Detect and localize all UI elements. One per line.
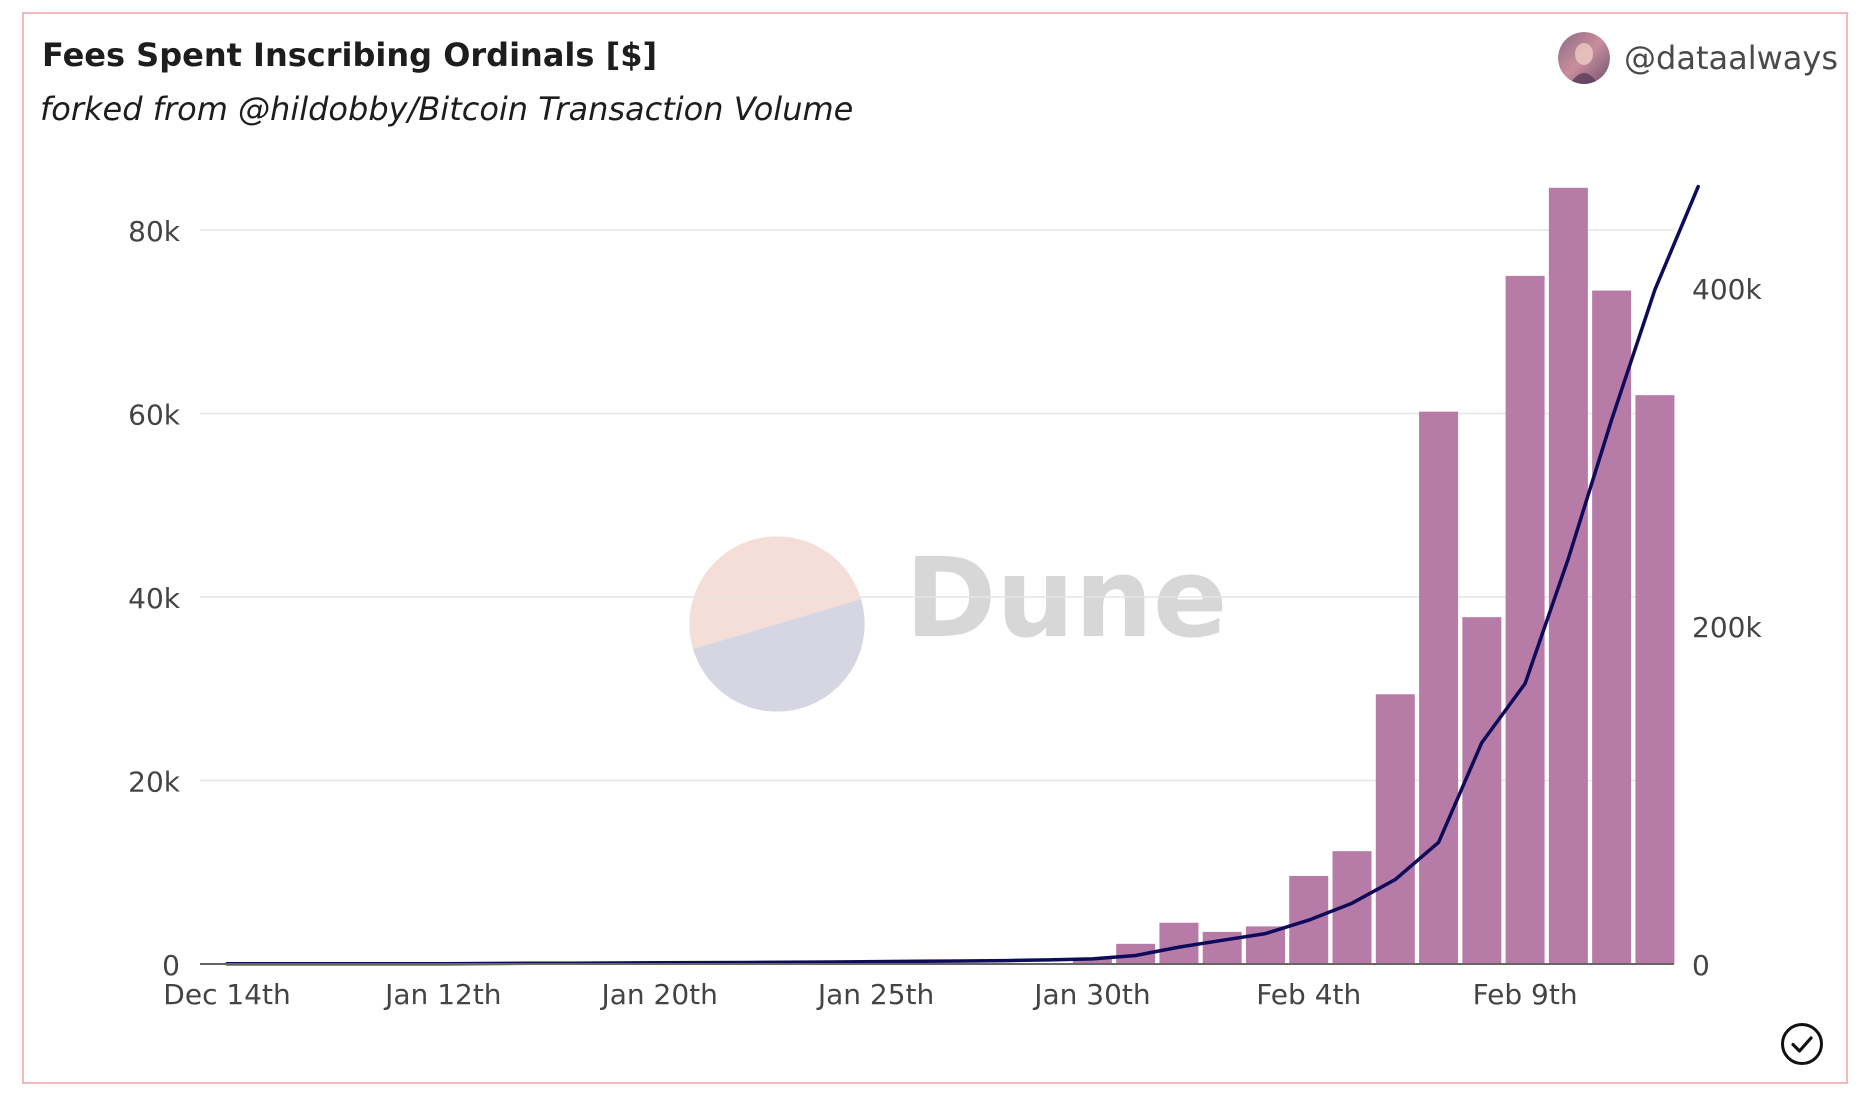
check-circle-icon[interactable] <box>1780 1022 1824 1066</box>
right-axis-ticks: 0 200k 400k <box>1692 273 1762 982</box>
bar-series <box>1072 187 1675 965</box>
bar[interactable] <box>1419 411 1459 964</box>
right-tick-label: 200k <box>1692 611 1762 644</box>
left-tick-label: 60k <box>128 399 181 432</box>
left-axis-ticks: 0 20k 40k 60k 80k <box>128 215 181 982</box>
watermark-logo-top <box>689 536 861 649</box>
user-avatar[interactable] <box>1558 32 1611 84</box>
x-tick-label: Jan 25th <box>816 978 934 1011</box>
chart-title: Fees Spent Inscribing Ordinals [$] <box>42 36 658 74</box>
left-tick-label: 80k <box>128 215 181 248</box>
x-tick-label: Jan 30th <box>1032 978 1150 1011</box>
chart-subtitle[interactable]: forked from @hildobby/Bitcoin Transactio… <box>40 90 854 128</box>
bar[interactable] <box>1635 395 1675 964</box>
left-tick-label: 0 <box>162 949 180 982</box>
x-tick-label: Feb 4th <box>1256 978 1361 1011</box>
x-axis-ticks: Dec 14th Jan 12th Jan 20th Jan 25th Jan 30th… <box>163 978 1577 1011</box>
right-tick-label: 0 <box>1692 949 1710 982</box>
left-tick-label: 40k <box>128 582 181 615</box>
bar[interactable] <box>1505 275 1545 964</box>
author-name[interactable]: @dataalways <box>1624 39 1838 77</box>
dune-watermark: Dune <box>689 534 1228 712</box>
x-tick-label: Jan 12th <box>383 978 501 1011</box>
x-tick-label: Feb 9th <box>1473 978 1578 1011</box>
watermark-logo-bottom <box>693 599 865 712</box>
bar[interactable] <box>1375 694 1415 964</box>
x-tick-label: Dec 14th <box>163 978 290 1011</box>
bar[interactable] <box>1592 290 1632 964</box>
bar[interactable] <box>1548 187 1588 965</box>
right-tick-label: 400k <box>1692 273 1762 306</box>
watermark-text: Dune <box>905 534 1228 662</box>
bar[interactable] <box>1462 617 1502 964</box>
bar[interactable] <box>1072 958 1112 964</box>
author-badge[interactable]: @dataalways <box>1558 32 1838 84</box>
left-tick-label: 20k <box>128 766 181 799</box>
x-tick-label: Jan 20th <box>599 978 717 1011</box>
